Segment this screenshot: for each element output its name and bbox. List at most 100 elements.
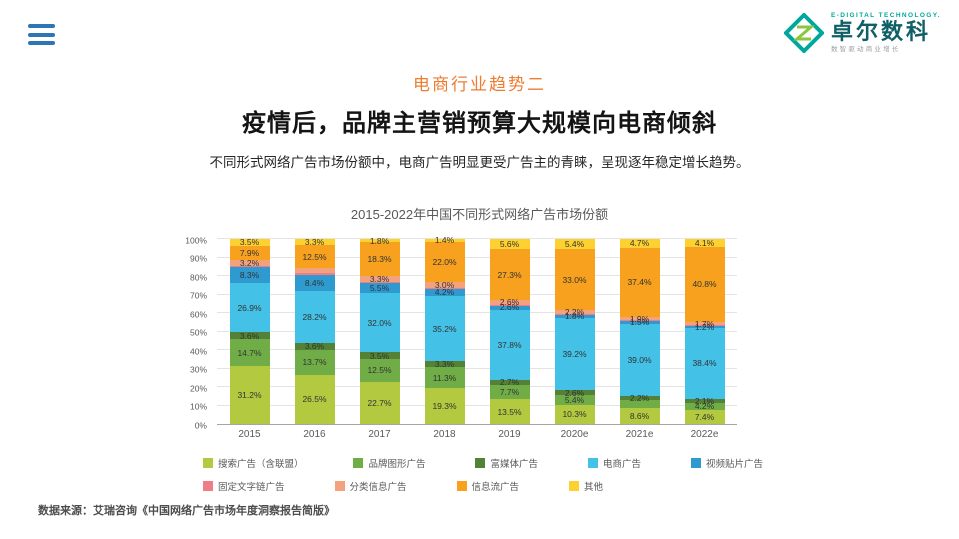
segment-rich-media-ads-2017: 3.5% xyxy=(359,351,400,359)
segment-value-label: 5.6% xyxy=(499,239,520,249)
segment-brand-display-ads-2015: 14.7% xyxy=(229,339,270,367)
bar-2017: 22.7% 12.5% 3.5% 32.0% 5.5% 3.3% 18.3% 1.8% xyxy=(347,236,412,424)
segment-value-label: 39.0% xyxy=(627,354,652,365)
legend-row-2: 固定文字链广告 分类信息广告 信息流广告 其他 xyxy=(203,479,763,493)
legend-item-classified-ads: 分类信息广告 xyxy=(334,479,407,493)
segment-video-patch-ads-2016: 8.4% xyxy=(294,275,335,291)
segment-ecommerce-ads-2017: 32.0% xyxy=(359,293,400,353)
segment-value-label: 2.7% xyxy=(499,377,520,388)
legend-swatch-icon xyxy=(203,481,213,491)
legend-label: 搜索广告（含联盟） xyxy=(218,459,304,470)
segment-other-ads-2016: 3.3% xyxy=(294,238,335,246)
segment-feed-ads-2016: 12.5% xyxy=(294,245,335,269)
segment-value-label: 35.2% xyxy=(432,323,457,334)
menu-icon xyxy=(28,24,55,28)
segment-value-label: 7.4% xyxy=(694,411,715,422)
segment-value-label: 22.7% xyxy=(367,397,392,408)
segment-value-label: 27.3% xyxy=(497,269,522,280)
segment-value-label: 12.5% xyxy=(367,365,392,376)
legend-item-fixed-text-link-ads: 固定文字链广告 xyxy=(203,479,285,493)
segment-rich-media-ads-2015: 3.6% xyxy=(229,330,270,341)
segment-value-label: 10.3% xyxy=(562,409,587,420)
segment-rich-media-ads-2020e: 2.6% xyxy=(554,387,595,398)
segment-ecommerce-ads-2020e: 39.2% xyxy=(554,317,595,391)
segment-ecommerce-ads-2016: 28.2% xyxy=(294,290,335,343)
segment-feed-ads-2022e: 40.8% xyxy=(684,246,725,323)
bar-stack-2017: 22.7% 12.5% 3.5% 32.0% 5.5% 3.3% 18.3% 1.8% xyxy=(359,236,400,424)
segment-value-label: 2.6% xyxy=(564,387,585,398)
segment-feed-ads-2021e: 37.4% xyxy=(619,247,660,317)
x-tick-2016: 2016 xyxy=(303,429,326,440)
segment-feed-ads-2017: 18.3% xyxy=(359,242,400,277)
legend-item-video-patch-ads: 视频贴片广告 xyxy=(690,456,763,470)
segment-classified-ads-2022e: 1.7% xyxy=(684,319,725,327)
bar-stack-2015: 31.2% 14.7% 3.6% 26.9% 8.3% 3.2% 7.9% 3.5% xyxy=(229,237,270,424)
segment-brand-display-ads-2017: 12.5% xyxy=(359,358,400,383)
segment-brand-display-ads-2016: 13.7% xyxy=(294,349,335,375)
segment-classified-ads-2018: 3.0% xyxy=(424,279,465,290)
segment-value-label: 5.4% xyxy=(564,238,585,249)
segment-value-label: 32.0% xyxy=(367,317,392,328)
segment-value-label: 19.3% xyxy=(432,400,457,411)
segment-feed-ads-2018: 22.0% xyxy=(424,241,465,283)
segment-other-ads-2021e: 4.7% xyxy=(619,239,660,248)
segment-search-ads-2016: 26.5% xyxy=(294,374,335,424)
segment-search-ads-2022e: 7.4% xyxy=(684,410,725,424)
y-tick-label: 90% xyxy=(189,253,207,264)
logo-tagline-cn: 数智驱动商业增长 xyxy=(830,45,901,53)
segment-value-label: 3.6% xyxy=(239,330,260,341)
segment-value-label: 33.0% xyxy=(562,274,587,285)
segment-value-label: 39.2% xyxy=(562,348,587,359)
segment-value-label: 13.7% xyxy=(302,357,327,368)
legend-label: 电商广告 xyxy=(602,459,641,470)
logo-tagline-en: E-DIGITAL TECHNOLOGY. xyxy=(830,12,941,19)
segment-value-label: 37.8% xyxy=(497,339,522,350)
segment-other-ads-2015: 3.5% xyxy=(229,237,270,248)
gridline xyxy=(217,367,737,369)
gridline xyxy=(217,275,737,276)
segment-value-label: 3.3% xyxy=(369,274,390,285)
data-source: 数据来源：艾瑞咨询《中国网络广告市场年度洞察报告简版》 xyxy=(38,505,335,517)
segment-value-label: 8.4% xyxy=(304,277,325,288)
segment-other-ads-2022e: 4.1% xyxy=(684,237,725,248)
gridline xyxy=(217,386,737,387)
legend-swatch-icon xyxy=(456,481,467,491)
stacked-bar-chart: 0% 10% 20% 30% 40% 50% 60% 70% 80% 90% 100% 31.2% 1… xyxy=(175,236,785,502)
segment-rich-media-ads-2022e: 2.1% xyxy=(684,396,725,404)
segment-value-label: 3.5% xyxy=(239,237,260,248)
chart-title: 2015-2022年中国不同形式网络广告市场份额 xyxy=(350,207,609,222)
segment-classified-ads-2016 xyxy=(294,268,335,273)
segment-value-label: 40.8% xyxy=(692,279,717,290)
segment-ecommerce-ads-2015: 26.9% xyxy=(229,282,270,333)
bar-stack-2022e: 7.4% 4.2% 2.1% 38.4% 1.2% 1.7% 40.8% 4.1% xyxy=(684,237,725,424)
segment-value-label: 4.1% xyxy=(694,237,715,248)
subtitle: 不同形式网络广告市场份额中，电商广告明显更受广告主的青睐，呈现逐年稳定增长趋势。 xyxy=(209,155,750,170)
segment-video-patch-ads-2017: 5.5% xyxy=(359,283,400,294)
bar-2019: 13.5% 7.7% 2.7% 37.8% 2.6% 2.6% 27.3% 5.6% xyxy=(477,239,542,424)
segment-fixed-text-link-ads-2017 xyxy=(359,282,400,284)
segment-other-ads-2019: 5.6% xyxy=(489,239,530,250)
legend-item-search-ads: 搜索广告（含联盟） xyxy=(203,456,304,470)
legend-label: 视频贴片广告 xyxy=(705,459,763,470)
segment-value-label: 3.0% xyxy=(434,279,455,290)
segment-rich-media-ads-2021e: 2.2% xyxy=(619,394,660,402)
menu-button[interactable] xyxy=(28,24,55,45)
y-tick-label: 80% xyxy=(189,271,207,282)
segment-value-label: 26.9% xyxy=(237,302,262,313)
segment-value-label: 1.4% xyxy=(434,235,455,246)
segment-value-label: 28.2% xyxy=(302,311,327,322)
bar-stack-2016: 26.5% 13.7% 3.6% 28.2% 8.4% 12.5% 3.3% xyxy=(294,238,335,424)
segment-search-ads-2017: 22.7% xyxy=(359,382,400,424)
segment-video-patch-ads-2021e: 1.5% xyxy=(619,318,660,326)
segment-value-label: 14.7% xyxy=(237,347,262,358)
legend-item-ecommerce-ads: 电商广告 xyxy=(587,456,641,470)
chart-body: 0% 10% 20% 30% 40% 50% 60% 70% 80% 90% 100% 31.2% 1… xyxy=(175,236,785,429)
legend-row-1: 搜索广告（含联盟） 品牌图形广告 富媒体广告 电商广告 视频贴片广告 xyxy=(203,456,763,470)
gridline xyxy=(217,330,737,332)
segment-value-label: 2.6% xyxy=(499,297,520,308)
segment-value-label: 1.8% xyxy=(564,310,585,321)
segment-brand-display-ads-2022e: 4.2% xyxy=(684,402,725,411)
logo: E-DIGITAL TECHNOLOGY. 卓尔数科 数智驱动商业增长 xyxy=(783,12,941,53)
gridline xyxy=(217,238,737,239)
